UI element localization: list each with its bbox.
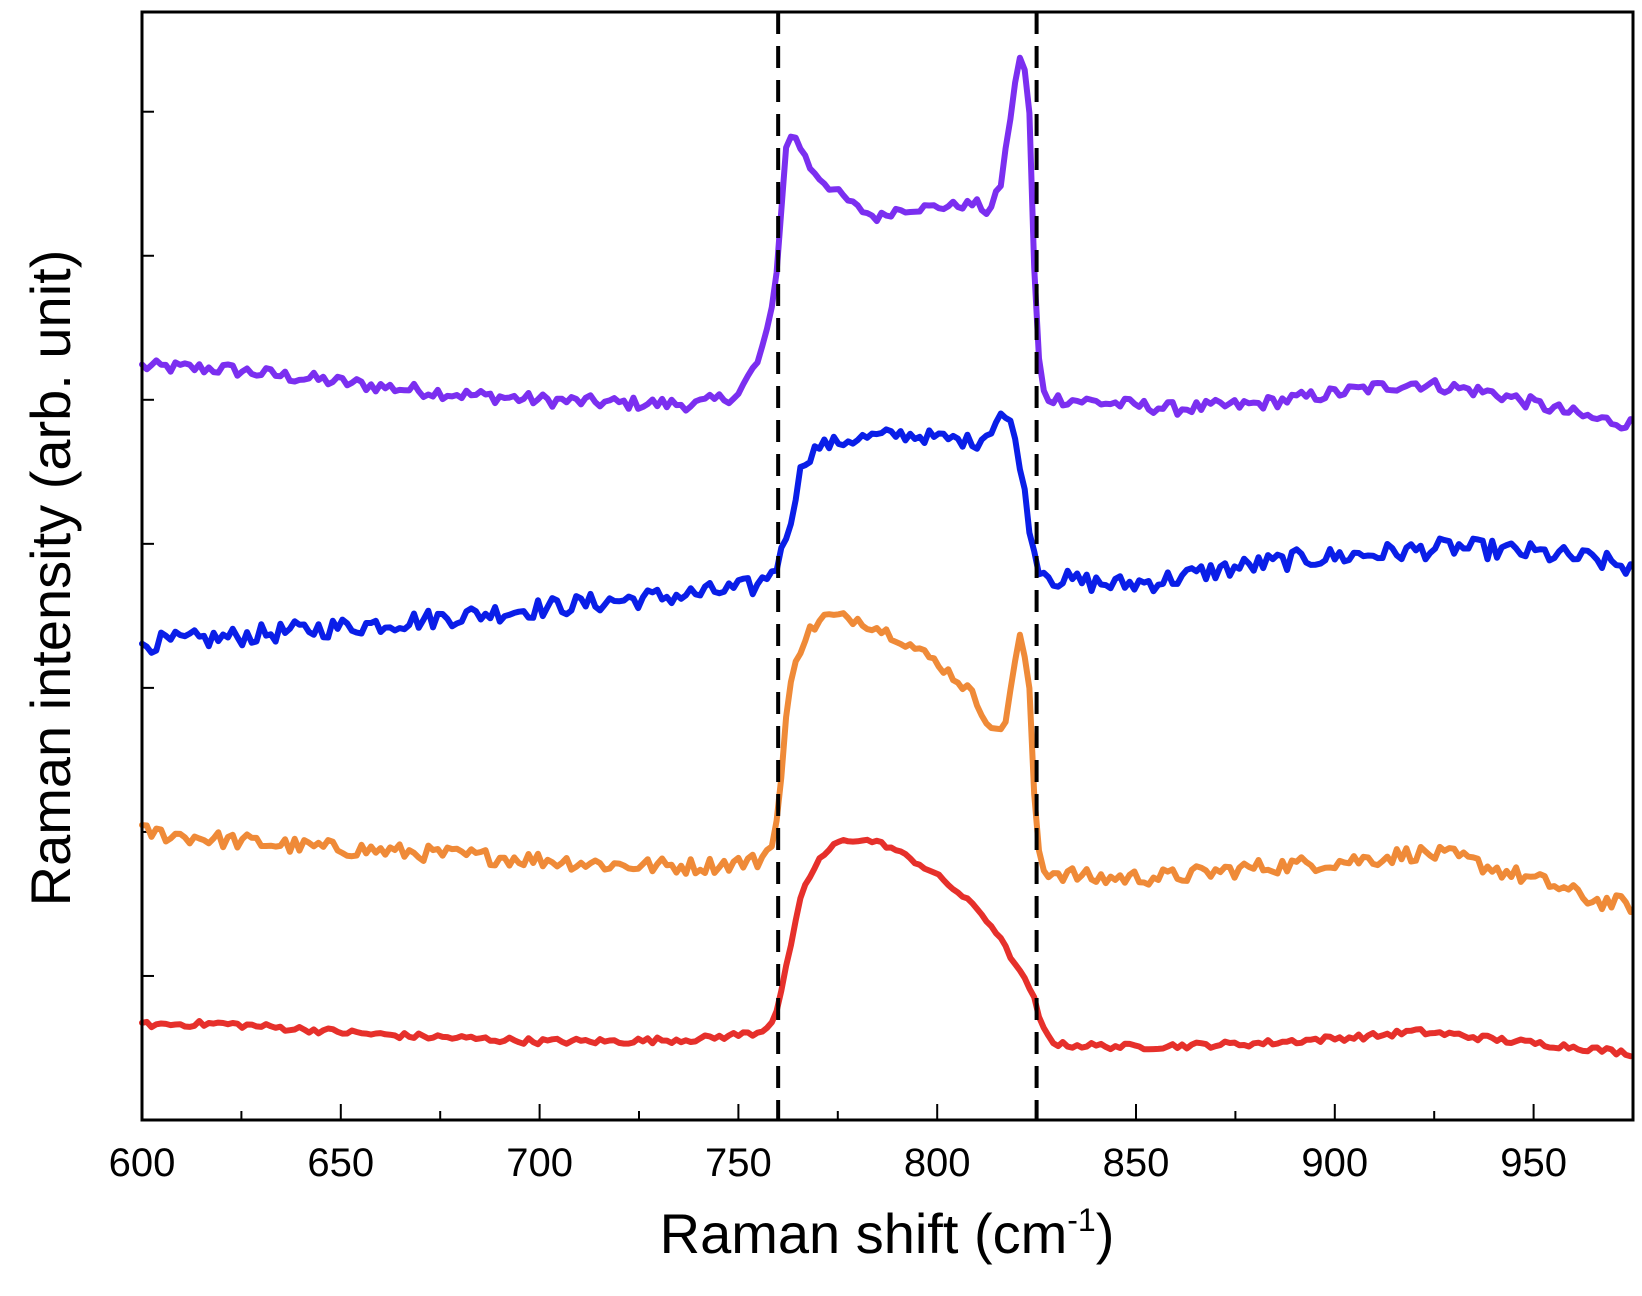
series-line-bottom-red (139, 836, 1634, 1060)
x-tick-label: 750 (705, 1141, 772, 1185)
y-axis-title: Raman intensity (arb. unit) (19, 250, 82, 907)
series-line-second-blue (139, 410, 1634, 656)
series-layer (139, 54, 1634, 1060)
x-tick-labels: 600 650 700 750 800 850 900 950 (109, 1141, 1567, 1185)
x-tick-label: 950 (1500, 1141, 1567, 1185)
reference-lines (776, 12, 1039, 1120)
plot-frame (140, 10, 1635, 1122)
x-tick-label: 650 (307, 1141, 374, 1185)
x-tick-label: 600 (109, 1141, 176, 1185)
x-tick-label: 900 (1301, 1141, 1368, 1185)
x-tick-label: 800 (904, 1141, 971, 1185)
x-tick-label: 850 (1103, 1141, 1170, 1185)
x-axis-title: Raman shift (cm-1) (660, 1202, 1115, 1265)
series-line-top-purple (139, 54, 1634, 432)
tick-layer (141, 110, 1634, 1121)
x-tick-label: 700 (506, 1141, 573, 1185)
series-line-third-orange (139, 610, 1634, 915)
